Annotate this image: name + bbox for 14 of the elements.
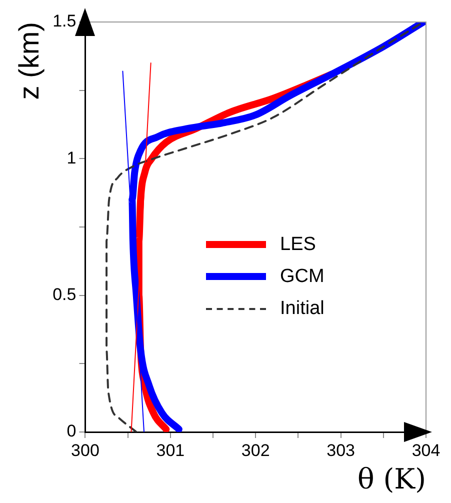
y-tick-label: 1 — [66, 148, 76, 168]
y-tick-label: 0 — [66, 422, 76, 441]
y-tick-label: 0.5 — [52, 285, 76, 304]
x-tick-label: 300 — [71, 440, 100, 460]
legend-label: LES — [280, 234, 316, 256]
y-axis-title: z (km) — [14, 22, 45, 100]
y-tick-label: 1.5 — [52, 12, 76, 31]
x-tick-label: 304 — [412, 440, 440, 460]
x-axis-title: θ (K) — [357, 462, 426, 496]
x-tick-label: 301 — [156, 440, 185, 460]
legend-label: GCM — [280, 266, 324, 288]
x-tick-label: 303 — [326, 440, 355, 460]
legend-label: Initial — [280, 298, 324, 320]
x-tick-label: 302 — [241, 440, 270, 460]
